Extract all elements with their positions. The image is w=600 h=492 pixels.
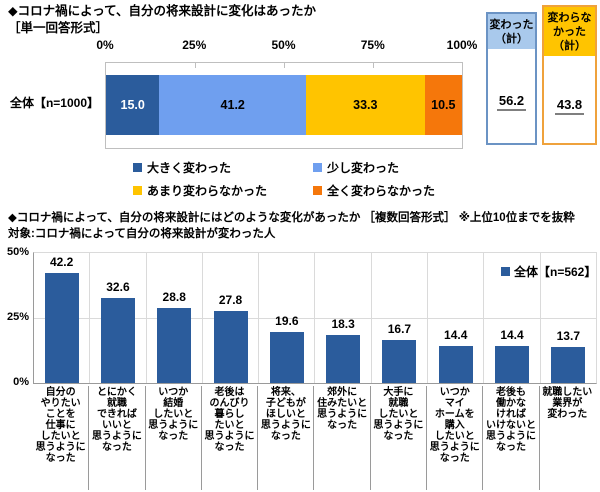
q1-segment-value: 41.2	[220, 98, 245, 112]
q2-column-3: 27.8	[203, 253, 260, 383]
q2-bar-value: 28.8	[162, 290, 186, 305]
summary-box-value: 43.8	[544, 56, 595, 143]
q2-category-labels: 自分の やりたい ことを 仕事に したいと 思うように なった とにかく 就職 で…	[33, 386, 595, 490]
q2-column-8: 14.4	[484, 253, 541, 383]
summary-box-header: 変わらな かった （計）	[544, 7, 595, 56]
q1-segment-3: 10.5	[424, 75, 462, 135]
q2-bar-value: 42.2	[49, 255, 74, 270]
q1-legend-item-1: 少し変わった	[313, 159, 435, 176]
q2-ytick-label: 50%	[6, 246, 29, 258]
q2-ytick-label: 25%	[6, 311, 29, 323]
q2-column-0: 42.2	[34, 253, 91, 383]
q2-target-note: 対象:コロナ禍によって自分の将来設計が変わった人	[8, 228, 276, 240]
q1-axis-labels: 0% 25% 50% 75% 100%	[96, 38, 477, 53]
q1-segment-2: 33.3	[306, 75, 425, 135]
q1-axis-tick-label: 0%	[96, 38, 114, 52]
q2-category-label-1: とにかく 就職 できれば いいと 思うように なった	[89, 386, 146, 490]
q2-bar-value: 16.7	[387, 321, 412, 336]
q2-bar-3	[213, 310, 248, 383]
q1-axis-tick	[195, 63, 196, 68]
q2-column-9: 13.7	[541, 253, 596, 383]
q2-legend: 全体【n=562】	[501, 263, 596, 280]
q1-segment-0: 15.0	[106, 75, 160, 135]
q2-bar-0	[44, 273, 79, 383]
q2-title: ◆コロナ禍によって、自分の将来設計にはどのような変化があったか ［複数回答形式］…	[8, 212, 575, 224]
q2-bar-value: 13.7	[556, 329, 580, 344]
legend-swatch-icon	[313, 186, 322, 195]
q2-category-label-7: いつか マイ ホームを 購入 したいと 思うように なった	[427, 386, 484, 490]
q2-bar-9	[551, 347, 586, 383]
q2-column-1: 32.6	[90, 253, 147, 383]
summary-box-header: 変わった （計）	[488, 14, 535, 49]
q1-segment-value: 15.0	[120, 98, 145, 112]
q1-axis-tick	[284, 63, 285, 68]
q2-bar-value: 32.6	[106, 280, 130, 295]
q2-bar-1	[100, 298, 135, 383]
q2-bar-value: 18.3	[331, 317, 355, 332]
q1-axis-tick-label: 75%	[360, 38, 385, 52]
q2-ytick-label: 0%	[13, 376, 29, 388]
summary-box-unchanged: 変わらな かった （計） 43.8	[542, 5, 597, 145]
q1-segment-1: 41.2	[159, 75, 307, 135]
q1-legend-label: 大きく変わった	[147, 161, 232, 175]
q1-segment-value: 10.5	[431, 98, 456, 112]
q2-category-label-0: 自分の やりたい ことを 仕事に したいと 思うように なった	[33, 386, 90, 490]
q2-bar-2	[157, 308, 192, 383]
q2-column-6: 16.7	[372, 253, 429, 383]
q2-category-label-8: 老後も 働かな ければ いけないと 思うように なった	[483, 386, 540, 490]
q2-legend-label: 全体【n=562】	[514, 265, 597, 279]
q1-axis-tick	[373, 63, 374, 68]
q1-legend-label: 全く変わらなかった	[327, 184, 436, 198]
summary-box-value: 56.2	[488, 49, 535, 143]
q2-column-2: 28.8	[147, 253, 203, 383]
q1-plot-area: 15.0 41.2 33.3 10.5	[105, 62, 463, 149]
q1-axis-tick-label: 100%	[446, 38, 478, 52]
q1-title: ◆コロナ禍によって、自分の将来設計に変化はあったか ［単一回答形式］	[8, 4, 316, 35]
q1-legend-item-0: 大きく変わった	[133, 159, 313, 176]
q1-legend-label: 少し変わった	[327, 161, 400, 175]
q2-bar-4	[269, 332, 304, 383]
q1-axis-tick-label: 50%	[271, 38, 296, 52]
legend-swatch-icon	[313, 163, 322, 172]
q1-axis-tick-label: 25%	[182, 38, 207, 52]
q2-column-5: 18.3	[315, 253, 372, 383]
q2-category-label-6: 大手に 就職 したいと 思うように なった	[371, 386, 428, 490]
q2-bar-value: 27.8	[218, 292, 243, 307]
summary-box-changed: 変わった （計） 56.2	[486, 12, 537, 145]
q1-stacked-bar: 15.0 41.2 33.3 10.5	[106, 75, 462, 135]
q2-category-label-3: 老後は のんびり 暮らし たいと 思うように なった	[202, 386, 259, 490]
legend-swatch-icon	[133, 186, 142, 195]
q1-row-label: 全体【n=1000】	[9, 96, 99, 110]
q2-column-7: 14.4	[428, 253, 485, 383]
q2-bar-value: 19.6	[275, 314, 299, 329]
q2-plot-area: 42.2 32.6 28.8 27.8 19.6 18.3 16.7 14.4 14.4 13.7	[33, 252, 597, 384]
q2-bar-value: 14.4	[444, 327, 468, 342]
q1-legend-item-3: 全く変わらなかった	[313, 182, 435, 199]
q1-legend-label: あまり変わらなかった	[147, 184, 268, 198]
q2-column-4: 19.6	[259, 253, 316, 383]
q2-category-label-2: いつか 結婚 したいと 思うように なった	[146, 386, 202, 490]
legend-swatch-icon	[133, 163, 142, 172]
q1-segment-value: 33.3	[353, 98, 378, 112]
q2-category-label-5: 郊外に 住みたいと 思うように なった	[314, 386, 371, 490]
q2-legend-swatch	[501, 267, 510, 276]
q2-category-label-4: 将来、 子どもが ほしいと 思うように なった	[258, 386, 315, 490]
q1-legend-item-2: あまり変わらなかった	[133, 182, 313, 199]
q2-bar-8	[495, 345, 530, 383]
q2-bar-value: 14.4	[500, 327, 524, 342]
q2-category-label-9: 就職したい 業界が 変わった	[542, 387, 593, 420]
q2-bar-6	[382, 339, 417, 383]
q2-bar-7	[438, 345, 473, 383]
q2-bar-5	[326, 335, 361, 383]
q1-legend: 大きく変わった 少し変わったあまり変わらなかった 全く変わらなかった	[133, 159, 435, 199]
